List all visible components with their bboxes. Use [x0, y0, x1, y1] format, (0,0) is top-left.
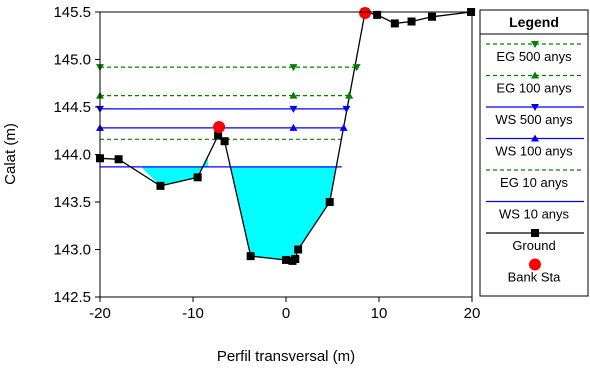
legend-marker-ground — [531, 229, 539, 237]
eg-500-anys-marker-2 — [289, 64, 298, 72]
x-tick-label: 0 — [282, 305, 290, 322]
bank-station-1 — [213, 120, 226, 133]
legend-label-ground: Ground — [512, 238, 555, 253]
water-pool-2 — [231, 166, 337, 261]
ground-point-11 — [294, 245, 303, 254]
y-tick-label: 143.0 — [53, 242, 91, 259]
legend-items: EG 500 anys EG 100 anys WS 500 anys WS 100 … — [486, 41, 584, 285]
eg-100-anys-marker-3 — [345, 91, 354, 99]
y-tick-label: 142.5 — [53, 289, 91, 306]
ground-point-17 — [428, 12, 437, 21]
legend-box — [479, 9, 589, 297]
legend-title: Legend — [509, 14, 559, 30]
eg-100-anys-marker-2 — [289, 91, 298, 99]
ground-point-8 — [282, 255, 290, 264]
x-tick-label: -20 — [89, 305, 111, 322]
ws-500-anys-marker-2 — [289, 105, 298, 113]
legend-label-eg-10-anys: EG 10 anys — [500, 175, 568, 190]
y-axis: 142.5 143.0 143.5 144.0 144.5 145.0 145.5 — [53, 4, 100, 306]
legend-label-eg-100-anys: EG 100 anys — [496, 81, 572, 96]
ground-point-6 — [220, 137, 229, 146]
y-tick-label: 144.0 — [53, 147, 91, 164]
legend-marker-bank-sta — [529, 258, 541, 271]
legend: Legend EG 500 anys EG 100 anys WS 500 anys… — [479, 9, 589, 297]
ground-point-16 — [407, 17, 416, 26]
ground-point-15 — [390, 19, 399, 28]
ground-point-4 — [193, 173, 202, 182]
y-tick-label: 144.5 — [53, 99, 91, 116]
x-tick-label: 10 — [371, 305, 388, 322]
x-tick-label: 20 — [464, 305, 481, 322]
legend-label-ws-10-anys: WS 10 anys — [499, 207, 570, 222]
bank-station-2 — [359, 6, 372, 19]
x-tick-label: -10 — [182, 305, 204, 322]
ground-point-7 — [246, 252, 255, 261]
legend-label-ws-100-anys: WS 100 anys — [495, 144, 573, 159]
legend-label-ws-500-anys: WS 500 anys — [495, 112, 573, 127]
legend-label-eg-500-anys: EG 500 anys — [496, 49, 572, 64]
x-axis: -20 -10 0 10 20 — [89, 297, 480, 322]
y-tick-label: 143.5 — [53, 194, 91, 211]
ws-100-anys-marker-3 — [339, 123, 348, 131]
ground-point-2 — [114, 155, 123, 164]
ws-500-anys-marker-3 — [342, 105, 351, 113]
ws-100-anys-marker-2 — [289, 123, 298, 131]
x-axis-label: Perfil transversal (m) — [217, 348, 355, 365]
legend-marker-ws-100-anys — [531, 134, 539, 142]
eg-500-anys-marker-3 — [352, 64, 361, 72]
ground-point-10 — [291, 255, 300, 263]
legend-marker-eg-100-anys — [531, 71, 539, 79]
ground-point-3 — [156, 181, 165, 190]
ground-point-14 — [373, 10, 382, 19]
ground-point-5 — [214, 131, 223, 140]
legend-marker-eg-500-anys — [531, 41, 539, 48]
y-tick-label: 145.5 — [53, 4, 91, 21]
y-tick-label: 145.0 — [53, 52, 91, 69]
ground-point-12 — [325, 198, 334, 206]
y-axis-label: Calat (m) — [2, 123, 19, 185]
legend-label-bank-sta: Bank Sta — [508, 270, 562, 285]
legend-marker-ws-500-anys — [531, 104, 539, 111]
